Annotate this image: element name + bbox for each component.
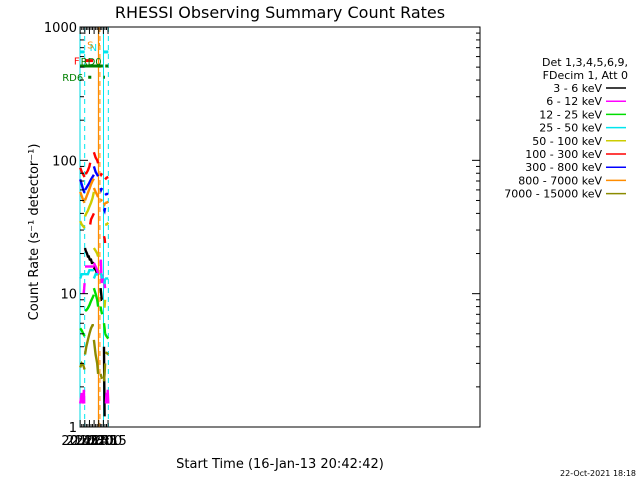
series-3-segment-0: [79, 273, 85, 279]
series-8-segment-5: [105, 351, 110, 356]
series-5-segment-3: [92, 151, 100, 164]
footer-timestamp: 22-Oct-2021 18:18: [560, 469, 636, 478]
series-4-segment-0: [79, 220, 86, 229]
series-0-segment-3: [102, 346, 106, 417]
legend-label-1: 6 - 12 keV: [546, 95, 602, 108]
series-2-segment-0: [79, 327, 86, 337]
series-2-segment-1: [85, 294, 95, 312]
series-3-segment-4: [103, 278, 107, 285]
series-7: [79, 177, 109, 208]
vertical-markers: [79, 27, 109, 427]
series-5-segment-4: [99, 172, 104, 178]
x-tick-label-2: 21:15: [71, 434, 108, 449]
series-4-segment-3: [103, 299, 107, 308]
series-0-segment-0: [83, 247, 94, 265]
series-group: [79, 151, 110, 417]
y-tick-label-1: 10: [60, 288, 77, 303]
x-tick-label-4: 21:45: [80, 434, 117, 449]
series-3-segment-2: [92, 273, 99, 279]
series-3-segment-1: [85, 269, 94, 276]
series-6-segment-4: [102, 207, 107, 215]
legend-label-3: 25 - 50 keV: [539, 122, 602, 135]
legend-header-0: Det 1,3,4,5,6,9,: [542, 56, 628, 69]
series-7-segment-5: [105, 200, 109, 205]
series-7-segment-0: [79, 191, 86, 204]
series-3: [79, 269, 109, 285]
chart-title: RHESSI Observing Summary Count Rates: [115, 3, 445, 22]
series-4: [79, 191, 110, 308]
series-7-segment-1: [83, 177, 95, 201]
flag-label-3: RD0: [81, 57, 102, 68]
series-5-segment-1: [85, 162, 92, 175]
flag-label-0: N: [90, 43, 97, 54]
series-8-segment-2: [92, 339, 100, 375]
series-1-segment-6: [104, 389, 110, 404]
series-2-segment-4: [102, 323, 107, 334]
x-tick-label-0: 20:45: [61, 434, 98, 449]
series-1-segment-1: [82, 283, 86, 294]
series-7-segment-2: [92, 187, 100, 198]
y-tick-label-3: 1000: [44, 21, 77, 36]
series-3-segment-3: [100, 273, 104, 279]
legend: Det 1,3,4,5,6,9,FDecim 1, Att 03 - 6 keV…: [504, 56, 628, 201]
legend-label-8: 7000 - 15000 keV: [504, 188, 602, 201]
series-1-segment-3: [92, 262, 100, 275]
x-tick-label-6: 22:15: [89, 434, 126, 449]
flag-label-2: S: [87, 40, 93, 51]
observing-flag-bars: NFS RD0 RD6: [62, 40, 109, 84]
flag-label-1: F: [74, 57, 80, 68]
legend-header-1: FDecim 1, Att 0: [543, 69, 628, 82]
series-4-segment-4: [105, 221, 110, 226]
series-2-segment-5: [104, 333, 110, 340]
series-2: [79, 287, 110, 340]
series-6-segment-3: [99, 187, 104, 194]
series-6-segment-0: [79, 179, 86, 194]
series-1-segment-4: [99, 259, 104, 284]
series-1-segment-0: [79, 389, 86, 404]
series-8: [79, 324, 110, 382]
plot-frame: [79, 26, 481, 428]
legend-label-2: 12 - 25 keV: [539, 108, 602, 121]
series-8-segment-1: [83, 324, 94, 355]
y-tick-label-2: 100: [52, 154, 77, 169]
series-6-segment-5: [104, 192, 109, 196]
x-tick-label-1: 21:00: [66, 434, 103, 449]
series-8-segment-4: [102, 363, 107, 382]
legend-label-5: 100 - 300 keV: [525, 148, 602, 161]
series-2-segment-2: [92, 287, 100, 307]
series-7-segment-3: [100, 198, 104, 202]
series-6: [79, 166, 109, 215]
series-5-segment-5: [102, 235, 107, 244]
series-5-segment-0: [79, 167, 86, 178]
series-8-segment-0: [79, 361, 86, 370]
series-0-segment-2: [99, 287, 103, 301]
series-5-segment-6: [104, 175, 109, 181]
legend-label-4: 50 - 100 keV: [532, 135, 602, 148]
legend-label-6: 300 - 800 keV: [525, 161, 602, 174]
x-tick-label-3: 21:30: [75, 434, 112, 449]
series-4-segment-1: [83, 191, 96, 217]
series-8-segment-3: [99, 373, 104, 380]
series-4-segment-2: [92, 247, 100, 257]
x-axis-label: Start Time (16-Jan-13 20:42:42): [176, 457, 384, 472]
series-6-segment-2: [92, 166, 100, 177]
series-5-segment-2: [89, 212, 95, 225]
series-7-segment-4: [102, 202, 107, 208]
series-2-segment-3: [99, 306, 104, 315]
x-tick-label-5: 22:00: [85, 434, 122, 449]
legend-label-0: 3 - 6 keV: [553, 82, 602, 95]
legend-label-7: 800 - 7000 keV: [518, 174, 602, 187]
y-tick-label-0: 1: [69, 421, 77, 436]
y-axis-label: Count Rate (s⁻¹ detector⁻¹): [27, 144, 42, 321]
flag-label-4: RD6: [62, 73, 83, 84]
series-6-segment-1: [84, 174, 95, 191]
